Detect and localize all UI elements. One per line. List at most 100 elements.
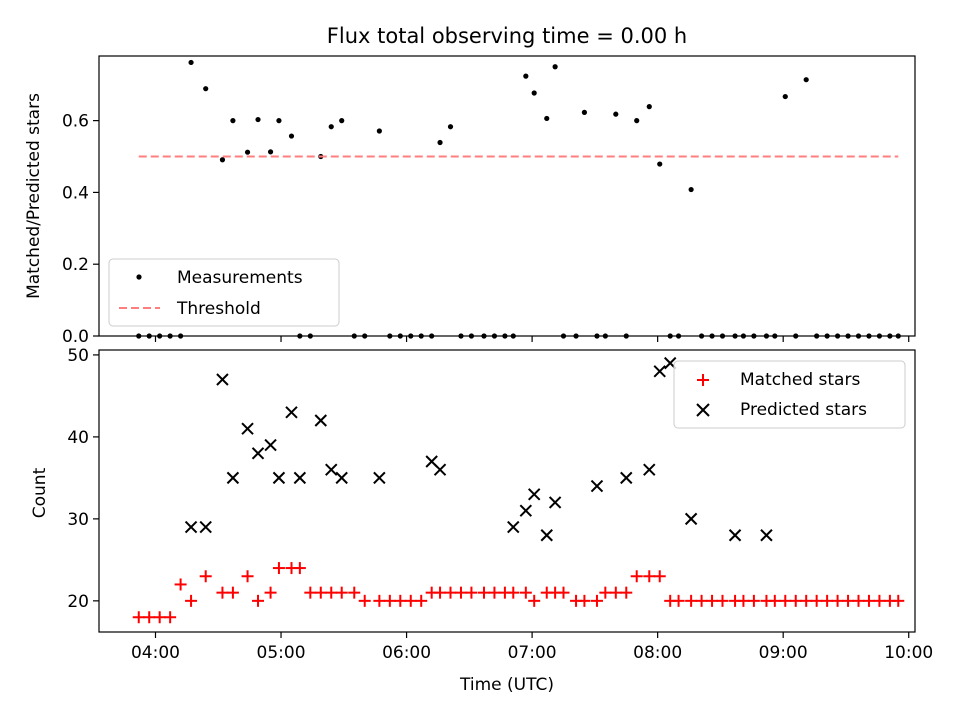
- matched-stars-point: [852, 594, 865, 607]
- predicted-stars-point: [684, 512, 698, 526]
- matched-stars-point: [810, 594, 823, 607]
- ratio-axes: 0.0 0.2 0.4 0.6: [62, 112, 910, 347]
- count-x-tick-label: 05:00: [257, 643, 306, 663]
- matched-stars-point: [394, 594, 407, 607]
- matched-stars-point: [434, 586, 447, 599]
- measurement-point: [544, 115, 550, 122]
- count-x-axis-label: Time (UTC): [459, 675, 554, 695]
- measurement-point: [230, 118, 236, 124]
- predicted-stars-point: [272, 471, 286, 485]
- matched-stars-point: [620, 586, 633, 599]
- matched-stars-point: [768, 594, 781, 607]
- matched-stars-point: [454, 586, 467, 599]
- matched-stars-point: [590, 594, 603, 607]
- matched-stars-point: [325, 586, 338, 599]
- matched-stars-point: [528, 594, 541, 607]
- ratio-y-axis-label: Matched/Predicted stars: [24, 93, 44, 299]
- matched-stars-point: [842, 594, 855, 607]
- predicted-stars-point: [590, 479, 604, 493]
- matched-stars-point: [706, 594, 719, 607]
- figure-title: Flux total observing time = 0.00 h: [327, 24, 687, 48]
- measurement-point: [782, 93, 788, 100]
- matched-stars-point: [488, 586, 501, 599]
- matched-stars-point: [185, 594, 198, 607]
- measurement-point: [634, 118, 640, 124]
- matched-stars-point: [695, 594, 708, 607]
- matched-stars-point: [630, 570, 643, 583]
- predicted-stars-point: [620, 471, 633, 485]
- matched-stars-point: [477, 586, 490, 599]
- count-marks: [132, 356, 905, 624]
- measurement-point: [531, 90, 537, 96]
- measurement-point: [339, 118, 345, 124]
- ratio-y-tick-label: 0.0: [62, 327, 89, 347]
- matched-stars-point: [314, 586, 327, 599]
- matched-stars-point: [216, 586, 229, 599]
- matched-stars-point: [653, 570, 666, 583]
- legend-predicted-label: Predicted stars: [740, 400, 867, 420]
- matched-stars-point: [132, 611, 145, 624]
- predicted-stars-point: [527, 488, 541, 501]
- matched-stars-point: [685, 594, 698, 607]
- matched-stars-point: [293, 562, 306, 575]
- matched-stars-point: [747, 594, 760, 607]
- predicted-stars-point: [325, 463, 338, 476]
- matched-stars-point: [252, 594, 265, 607]
- measurement-point: [803, 77, 809, 83]
- count-y-tick-label: 50: [67, 346, 89, 366]
- predicted-stars-point: [728, 529, 742, 542]
- predicted-stars-point: [548, 496, 562, 509]
- measurement-point: [219, 157, 226, 163]
- measurement-point: [267, 149, 274, 155]
- predicted-stars-point: [199, 520, 212, 534]
- legend-measurements-label: Measurements: [177, 268, 303, 288]
- measurement-point: [288, 133, 295, 139]
- matched-stars-point: [672, 594, 685, 607]
- matched-stars-point: [358, 594, 371, 607]
- measurement-point: [437, 139, 443, 146]
- ratio-y-tick-label: 0.6: [62, 112, 89, 132]
- predicted-stars-point: [519, 504, 533, 517]
- measurement-point: [552, 64, 558, 70]
- measurement-point: [646, 104, 652, 110]
- matched-stars-point: [272, 562, 285, 575]
- measurement-point: [328, 124, 334, 130]
- measurement-point: [523, 73, 529, 79]
- matched-stars-point: [892, 594, 905, 607]
- matched-stars-point: [415, 594, 428, 607]
- measurement-point: [255, 116, 261, 123]
- count-plot-frame: [98, 349, 916, 633]
- matched-stars-point: [164, 611, 177, 624]
- count-x-tick-label: 09:00: [759, 643, 808, 663]
- predicted-stars-point: [216, 373, 229, 386]
- matched-stars-point: [304, 586, 317, 599]
- measurement-point: [447, 124, 454, 130]
- count-y-axis-label: Count: [30, 467, 50, 518]
- matched-stars-point: [465, 586, 478, 599]
- legend-predicted-marker: [696, 403, 710, 417]
- measurement-point: [613, 111, 619, 117]
- matched-stars-point: [716, 594, 729, 607]
- ratio-panel: 0.0 0.2 0.4 0.6 Matched/Predicted stars Mea…: [24, 55, 916, 347]
- matched-stars-point: [557, 586, 570, 599]
- matched-stars-point: [335, 586, 348, 599]
- matched-stars-point: [519, 586, 532, 599]
- matched-stars-point: [779, 594, 792, 607]
- count-legend: Matched stars Predicted stars: [673, 360, 906, 429]
- measurement-point: [203, 86, 209, 92]
- measurement-point: [276, 118, 282, 124]
- count-y-tick-label: 20: [67, 592, 89, 612]
- legend-matched-label: Matched stars: [740, 370, 860, 390]
- ratio-plot-frame: [98, 55, 916, 337]
- predicted-stars-point: [507, 520, 520, 534]
- count-x-tick-label: 04:00: [131, 643, 180, 663]
- predicted-stars-point: [293, 471, 307, 485]
- count-legend-box: [673, 360, 906, 429]
- measurement-point: [688, 186, 694, 193]
- legend-threshold-label: Threshold: [176, 299, 261, 319]
- predicted-stars-point: [540, 529, 553, 542]
- matched-stars-point: [609, 586, 622, 599]
- legend-matched-marker: [697, 374, 709, 386]
- matched-stars-point: [373, 594, 386, 607]
